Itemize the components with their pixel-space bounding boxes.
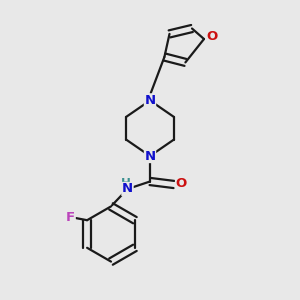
Text: H: H	[122, 177, 131, 190]
Text: N: N	[144, 149, 156, 163]
Text: O: O	[176, 177, 187, 190]
Text: N: N	[122, 182, 133, 196]
Text: N: N	[144, 94, 156, 107]
Text: F: F	[66, 211, 75, 224]
Text: O: O	[206, 30, 217, 43]
